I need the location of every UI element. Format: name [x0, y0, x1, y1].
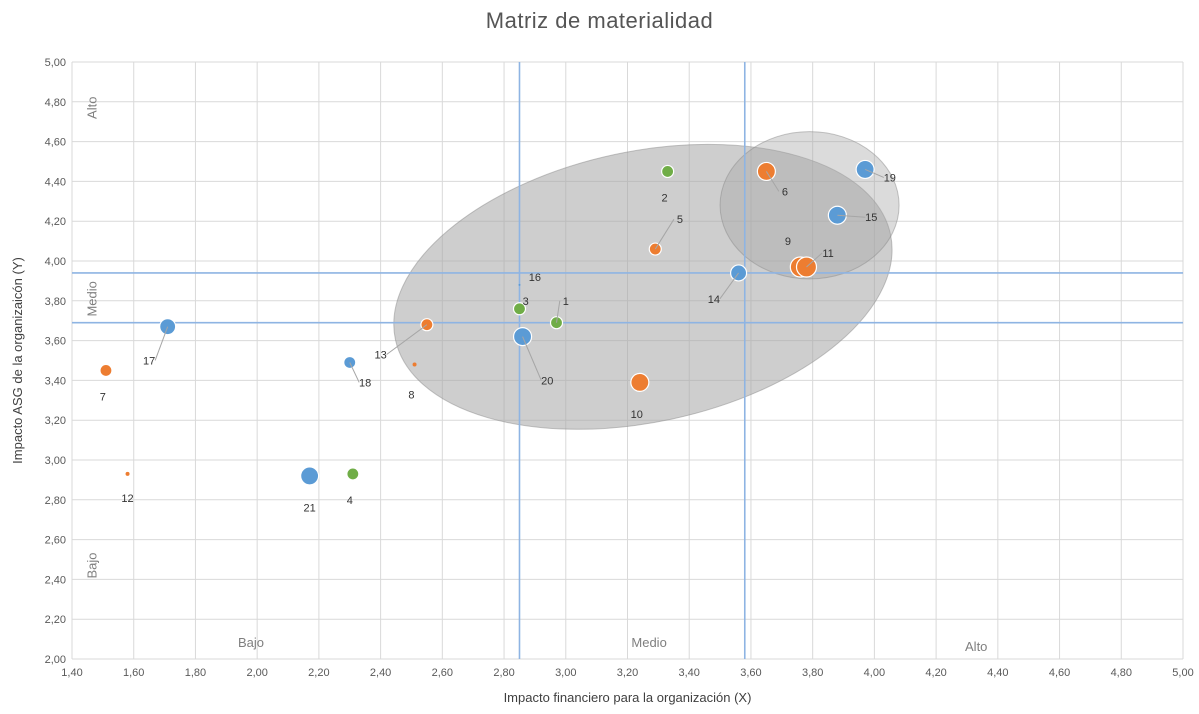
y-tick-label: 3,80 — [45, 296, 66, 308]
leader-line — [349, 362, 360, 383]
point-label-13: 13 — [374, 350, 386, 362]
leader-line — [765, 171, 780, 192]
y-tick-label: 2,00 — [45, 654, 66, 666]
x-tick-label: 3,80 — [802, 667, 823, 679]
data-point-8 — [412, 362, 417, 367]
x-tick-label: 4,80 — [1111, 667, 1132, 679]
y-tick-label: 2,60 — [45, 535, 66, 547]
zone-label-y-bajo: Bajo — [85, 552, 100, 578]
y-tick-label: 5,00 — [45, 57, 66, 69]
data-point-2 — [661, 164, 675, 179]
x-tick-label: 2,00 — [246, 667, 267, 679]
point-label-16: 16 — [529, 272, 541, 284]
point-label-18: 18 — [359, 377, 371, 389]
point-label-15: 15 — [865, 212, 877, 224]
point-label-1: 1 — [563, 296, 569, 308]
x-tick-label: 1,80 — [185, 667, 206, 679]
x-tick-label: 2,20 — [308, 667, 329, 679]
zone-label-x-bajo: Bajo — [238, 635, 264, 650]
x-tick-label: 1,60 — [123, 667, 144, 679]
y-axis-label: Impacto ASG de la organizaicón (Y) — [10, 257, 25, 464]
y-tick-label: 4,80 — [45, 97, 66, 109]
zone-label-x-alto: Alto — [965, 639, 987, 654]
zone-label-y-alto: Alto — [85, 97, 100, 119]
leader-line — [522, 336, 542, 381]
zone-label-y-medio: Medio — [85, 281, 100, 316]
data-points — [99, 159, 875, 486]
y-tick-label: 4,60 — [45, 137, 66, 149]
zone-label-x-medio: Medio — [631, 635, 666, 650]
point-label-6: 6 — [782, 186, 788, 198]
point-label-7: 7 — [100, 391, 106, 403]
y-tick-label: 4,20 — [45, 216, 66, 228]
data-point-16 — [518, 283, 521, 286]
leader-line — [386, 324, 428, 355]
y-tick-label: 2,20 — [45, 614, 66, 626]
point-label-5: 5 — [677, 214, 683, 226]
x-tick-label: 5,00 — [1172, 667, 1193, 679]
data-point-4 — [346, 467, 360, 481]
leader-line — [154, 326, 169, 361]
leader-line — [654, 218, 675, 250]
x-tick-label: 3,40 — [679, 667, 700, 679]
x-tick-label: 3,60 — [740, 667, 761, 679]
x-tick-label: 4,40 — [987, 667, 1008, 679]
y-tick-label: 2,80 — [45, 495, 66, 507]
point-label-3: 3 — [523, 296, 529, 308]
x-tick-label: 1,40 — [61, 667, 82, 679]
y-tick-label: 4,40 — [45, 176, 66, 188]
tick-labels: 1,40 1,60 1,80 2,00 2,20 2,40 2,60 2,80 3,00 3,20… — [45, 57, 1194, 679]
point-label-4: 4 — [347, 495, 353, 507]
y-tick-label: 2,40 — [45, 574, 66, 586]
point-label-12: 12 — [121, 493, 133, 505]
point-label-17: 17 — [143, 355, 155, 367]
leader-line — [837, 214, 866, 218]
y-tick-label: 3,60 — [45, 336, 66, 348]
highlight-regions — [393, 131, 900, 430]
x-tick-label: 4,60 — [1049, 667, 1070, 679]
x-tick-label: 4,20 — [925, 667, 946, 679]
x-axis-label: Impacto financiero para la organización … — [504, 690, 752, 705]
y-tick-label: 4,00 — [45, 256, 66, 268]
point-label-20: 20 — [541, 375, 553, 387]
x-tick-label: 4,00 — [864, 667, 885, 679]
data-point-3 — [512, 302, 527, 316]
x-tick-label: 2,40 — [370, 667, 391, 679]
highlight-ellipse — [719, 131, 900, 280]
data-point-10 — [630, 372, 650, 392]
data-point-7 — [99, 363, 113, 378]
chart-title: Matriz de materialidad — [485, 8, 714, 33]
point-label-9: 9 — [785, 236, 791, 248]
x-tick-label: 2,80 — [493, 667, 514, 679]
point-label-2: 2 — [661, 192, 667, 204]
data-point-12 — [125, 471, 130, 476]
threshold-lines — [72, 62, 1183, 659]
y-tick-label: 3,20 — [45, 415, 66, 427]
x-tick-label: 2,60 — [432, 667, 453, 679]
point-label-14: 14 — [708, 294, 720, 306]
leader-line — [719, 272, 740, 300]
point-label-10: 10 — [631, 409, 643, 421]
y-tick-label: 3,40 — [45, 375, 66, 387]
leader-line — [556, 300, 561, 323]
point-label-11: 11 — [822, 248, 833, 260]
highlight-ellipse — [393, 143, 893, 430]
x-tick-label: 3,20 — [617, 667, 638, 679]
data-point-21 — [300, 466, 320, 486]
x-tick-label: 3,00 — [555, 667, 576, 679]
point-label-21: 21 — [304, 503, 316, 515]
leader-line — [864, 168, 885, 178]
y-tick-label: 3,00 — [45, 455, 66, 467]
point-label-8: 8 — [408, 389, 414, 401]
leader-line — [806, 252, 823, 268]
point-label-19: 19 — [884, 172, 896, 184]
zone-labels: Bajo Medio Alto Alto Medio Bajo — [85, 97, 988, 654]
